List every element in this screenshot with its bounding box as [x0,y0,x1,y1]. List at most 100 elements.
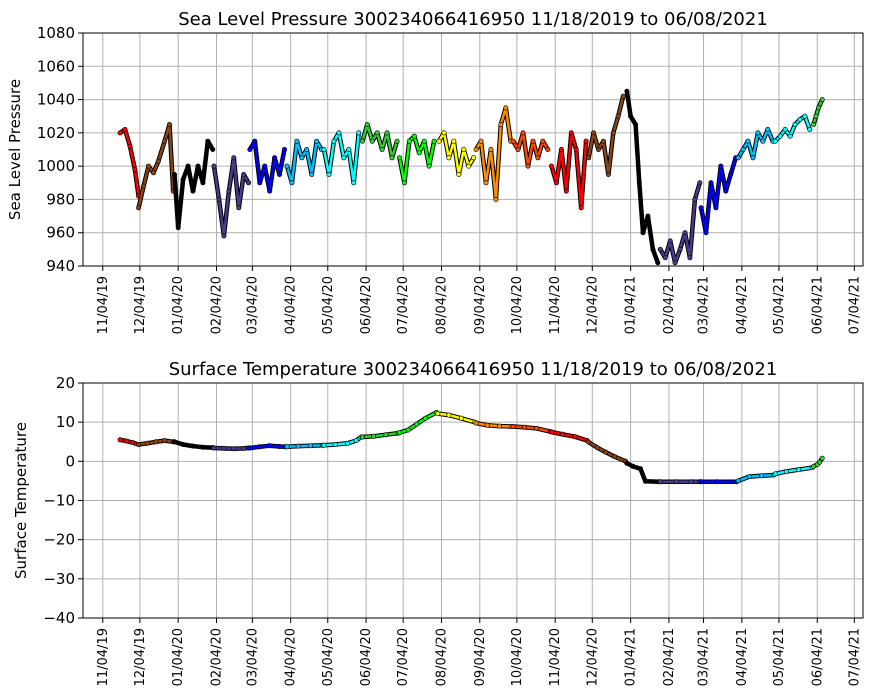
data-point [796,467,802,473]
series-line [550,131,588,210]
data-point [281,147,287,153]
data-point [657,246,663,252]
data-point [151,170,157,176]
data-point [817,459,823,465]
data-point [466,163,472,169]
data-point [797,117,803,123]
series-line [212,156,250,238]
series-line [248,139,286,193]
data-point [578,205,584,211]
data-point [353,438,359,444]
data-point [642,478,648,484]
data-point [633,122,639,128]
x-tick-label: 11/04/20 [548,276,563,334]
series-line [137,123,175,210]
data-point [595,147,601,153]
data-point [146,163,152,169]
data-point [735,155,741,161]
data-point [548,163,554,169]
data-point [637,466,643,472]
data-point [473,420,479,426]
data-point [553,180,559,186]
data-point [655,260,661,266]
series-line [437,131,475,176]
series-outline [117,127,141,199]
data-point [289,180,295,186]
data-point [645,213,651,219]
data-point [628,113,634,119]
data-point [728,172,734,178]
data-point [583,138,589,144]
data-point [446,155,452,161]
data-point [755,130,761,136]
data-point [521,424,527,430]
series-line [773,466,814,476]
data-point [226,188,232,194]
data-point [594,445,600,451]
data-point [636,180,642,186]
data-point [216,196,222,202]
y-tick-label: 1060 [37,57,75,75]
x-tick-label: 02/04/20 [210,628,225,686]
x-tick-label: 07/04/21 [847,628,862,686]
data-point [401,180,407,186]
data-point [267,188,273,194]
x-tick-label: 07/04/20 [396,628,411,686]
data-point [493,196,499,202]
data-point [241,172,247,178]
data-point [211,445,217,451]
data-point [351,180,357,186]
data-point [441,130,447,136]
data-point [451,138,457,144]
series-line [474,421,514,428]
data-point [241,445,247,451]
data-point [294,138,300,144]
y-tick-label: 1040 [37,91,75,109]
data-point [759,473,765,479]
data-point [123,438,129,444]
data-point [735,478,741,484]
data-point [677,246,683,252]
data-point [510,138,516,144]
y-tick-label: 10 [56,413,75,431]
x-tick-label: 12/04/20 [585,628,600,686]
data-point [247,445,253,451]
data-point [745,138,751,144]
data-point [708,180,714,186]
data-point [231,446,237,452]
data-point [765,127,771,133]
data-point [129,439,135,445]
y-axis-label: Sea Level Pressure [6,79,24,220]
data-point [662,255,668,261]
y-tick-label: 1080 [37,24,75,42]
data-point [657,479,663,485]
surface-temperature-panel: −40 −30 −20 −10 0 10 20 11/04/19 12/04/19 01/04/2… [12,359,864,686]
data-point [262,163,268,169]
data-point [713,205,719,211]
x-tick-label: 10/04/20 [510,276,525,334]
data-point [117,130,123,136]
data-point [136,205,142,211]
data-point [640,230,646,236]
data-point [714,479,720,485]
data-point [624,88,630,94]
data-point [558,147,564,153]
data-point [304,147,310,153]
data-point [573,147,579,153]
data-point [525,163,531,169]
series-line [118,438,140,446]
y-axis-label: Surface Temperature [12,422,30,579]
data-point [364,122,370,128]
data-point [155,158,161,164]
x-tick-label: 03/04/21 [697,276,712,334]
data-point [703,230,709,236]
data-point [615,113,621,119]
data-point [276,172,282,178]
data-point [383,432,389,438]
x-tick-label: 02/04/21 [662,276,677,334]
chart-title: Surface Temperature 300234066416950 11/1… [169,359,778,380]
data-point [746,474,752,480]
data-point [117,437,123,443]
data-point [389,155,395,161]
data-point [760,138,766,144]
